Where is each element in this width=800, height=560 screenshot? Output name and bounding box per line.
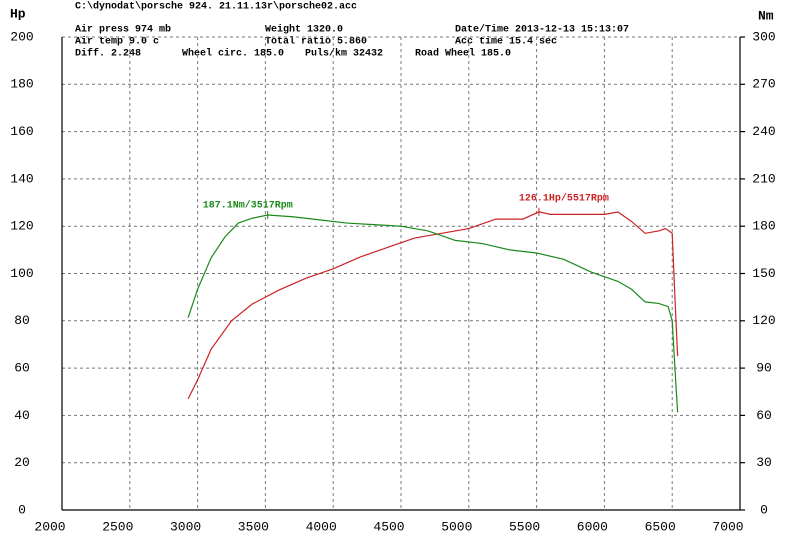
y-tick-label: 120 [10, 219, 33, 234]
file-path: C:\dynodat\porsche 924. 21.11.13r\porsch… [75, 1, 357, 13]
header-field: Weight 1320.0 [265, 24, 343, 36]
y2-tick-label: 30 [756, 455, 772, 470]
header-field: Road Wheel 185.0 [415, 48, 511, 60]
x-tick-label: 3000 [170, 519, 201, 534]
header-field: Total ratio 5.860 [265, 36, 367, 48]
header-field: Wheel circ. 185.0 [182, 48, 284, 60]
y-tick-label: 200 [10, 29, 33, 44]
y-tick-label: 20 [14, 455, 30, 470]
y-tick-label: 60 [14, 361, 30, 376]
header-field: Puls/km 32432 [305, 48, 383, 60]
header-field: Date/Time 2013-12-13 15:13:07 [455, 24, 629, 36]
x-tick-label: 2000 [34, 519, 65, 534]
y-tick-label: 140 [10, 171, 33, 186]
y2-tick-label: 270 [752, 77, 775, 92]
x-tick-label: 4500 [373, 519, 404, 534]
data-line [187, 211, 679, 400]
y-tick-label: 0 [18, 502, 26, 517]
y-tick-label: 100 [10, 266, 33, 281]
y2-tick-label: 300 [752, 29, 775, 44]
y2-tick-label: 90 [756, 361, 772, 376]
x-tick-label: 5500 [509, 519, 540, 534]
y-tick-label: 180 [10, 77, 33, 92]
y-tick-label: 80 [14, 313, 30, 328]
x-tick-label: 6500 [645, 519, 676, 534]
x-tick-label: 4000 [306, 519, 337, 534]
header-field: Diff. 2.248 [75, 48, 141, 60]
y2-tick-label: 180 [752, 219, 775, 234]
x-tick-label: 2500 [102, 519, 133, 534]
y2-axis-label: Nm [758, 8, 774, 23]
header-field: Air temp 9.0 c [75, 36, 159, 48]
y2-tick-label: 240 [752, 124, 775, 139]
y2-tick-label: 120 [752, 313, 775, 328]
y2-tick-label: 150 [752, 266, 775, 281]
data-line [187, 214, 679, 413]
y2-tick-label: 60 [756, 408, 772, 423]
x-tick-label: 6000 [577, 519, 608, 534]
x-tick-label: 5000 [441, 519, 472, 534]
y-tick-label: 40 [14, 408, 30, 423]
x-tick-label: 3500 [238, 519, 269, 534]
annotation: 126.1Hp/5517Rpm [519, 192, 609, 204]
header-field: Air press 974 mb [75, 24, 171, 36]
y-tick-label: 160 [10, 124, 33, 139]
y2-tick-label: 0 [760, 502, 768, 517]
header-field: Acc time 15.4 sec [455, 36, 557, 48]
y2-tick-label: 210 [752, 171, 775, 186]
y-axis-label: Hp [10, 6, 26, 21]
x-tick-label: 7000 [712, 519, 743, 534]
annotation: 187.1Nm/3517Rpm [203, 200, 293, 212]
